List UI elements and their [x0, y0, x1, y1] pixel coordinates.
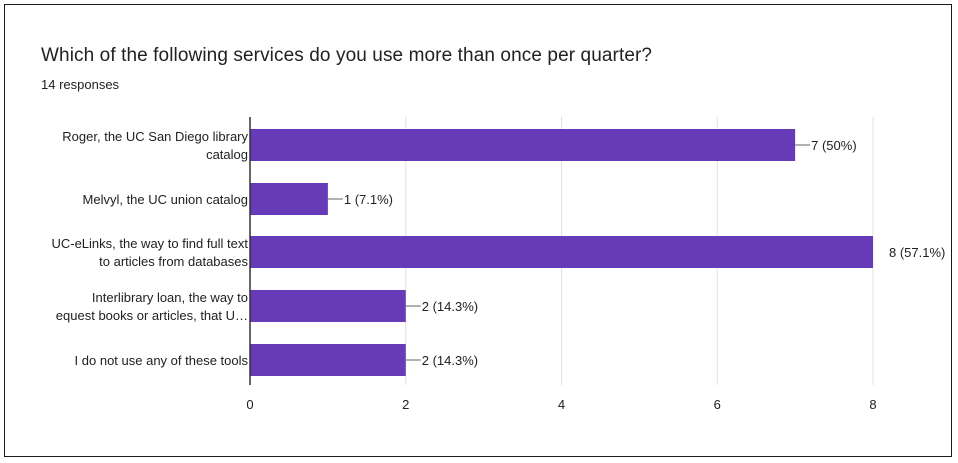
data-label: 8 (57.1%): [889, 245, 945, 260]
x-tick-label: 4: [558, 397, 565, 412]
chart-title: Which of the following services do you u…: [41, 45, 653, 66]
x-tick-label: 2: [402, 397, 409, 412]
category-label: equest books or articles, that U…: [56, 308, 248, 323]
category-label: Roger, the UC San Diego library: [62, 129, 248, 144]
chart-card: Which of the following services do you u…: [4, 4, 952, 457]
category-label: Interlibrary loan, the way to: [92, 290, 248, 305]
x-axis-ticks: 0 2 4 6 8: [246, 397, 876, 412]
data-label: 1 (7.1%): [344, 192, 393, 207]
category-labels: Roger, the UC San Diego library catalog Me…: [51, 129, 248, 368]
category-label: to articles from databases: [99, 254, 248, 269]
category-label: Melvyl, the UC union catalog: [83, 192, 248, 207]
bar: [250, 129, 796, 161]
response-count: 14 responses: [41, 77, 120, 92]
category-label: UC-eLinks, the way to find full text: [51, 236, 248, 251]
category-label: catalog: [206, 147, 248, 162]
category-label: I do not use any of these tools: [75, 353, 249, 368]
bar: [250, 290, 406, 322]
bar: [250, 183, 328, 215]
data-label: 2 (14.3%): [422, 299, 478, 314]
data-label: 2 (14.3%): [422, 353, 478, 368]
data-label: 7 (50%): [811, 138, 857, 153]
x-tick-label: 0: [246, 397, 253, 412]
x-tick-label: 6: [714, 397, 721, 412]
bar: [250, 236, 873, 268]
bars: 7 (50%) 1 (7.1%) 8 (57.1%) 2 (14.3%) 2 (14.3…: [250, 129, 945, 376]
bar: [250, 344, 406, 376]
x-tick-label: 8: [869, 397, 876, 412]
